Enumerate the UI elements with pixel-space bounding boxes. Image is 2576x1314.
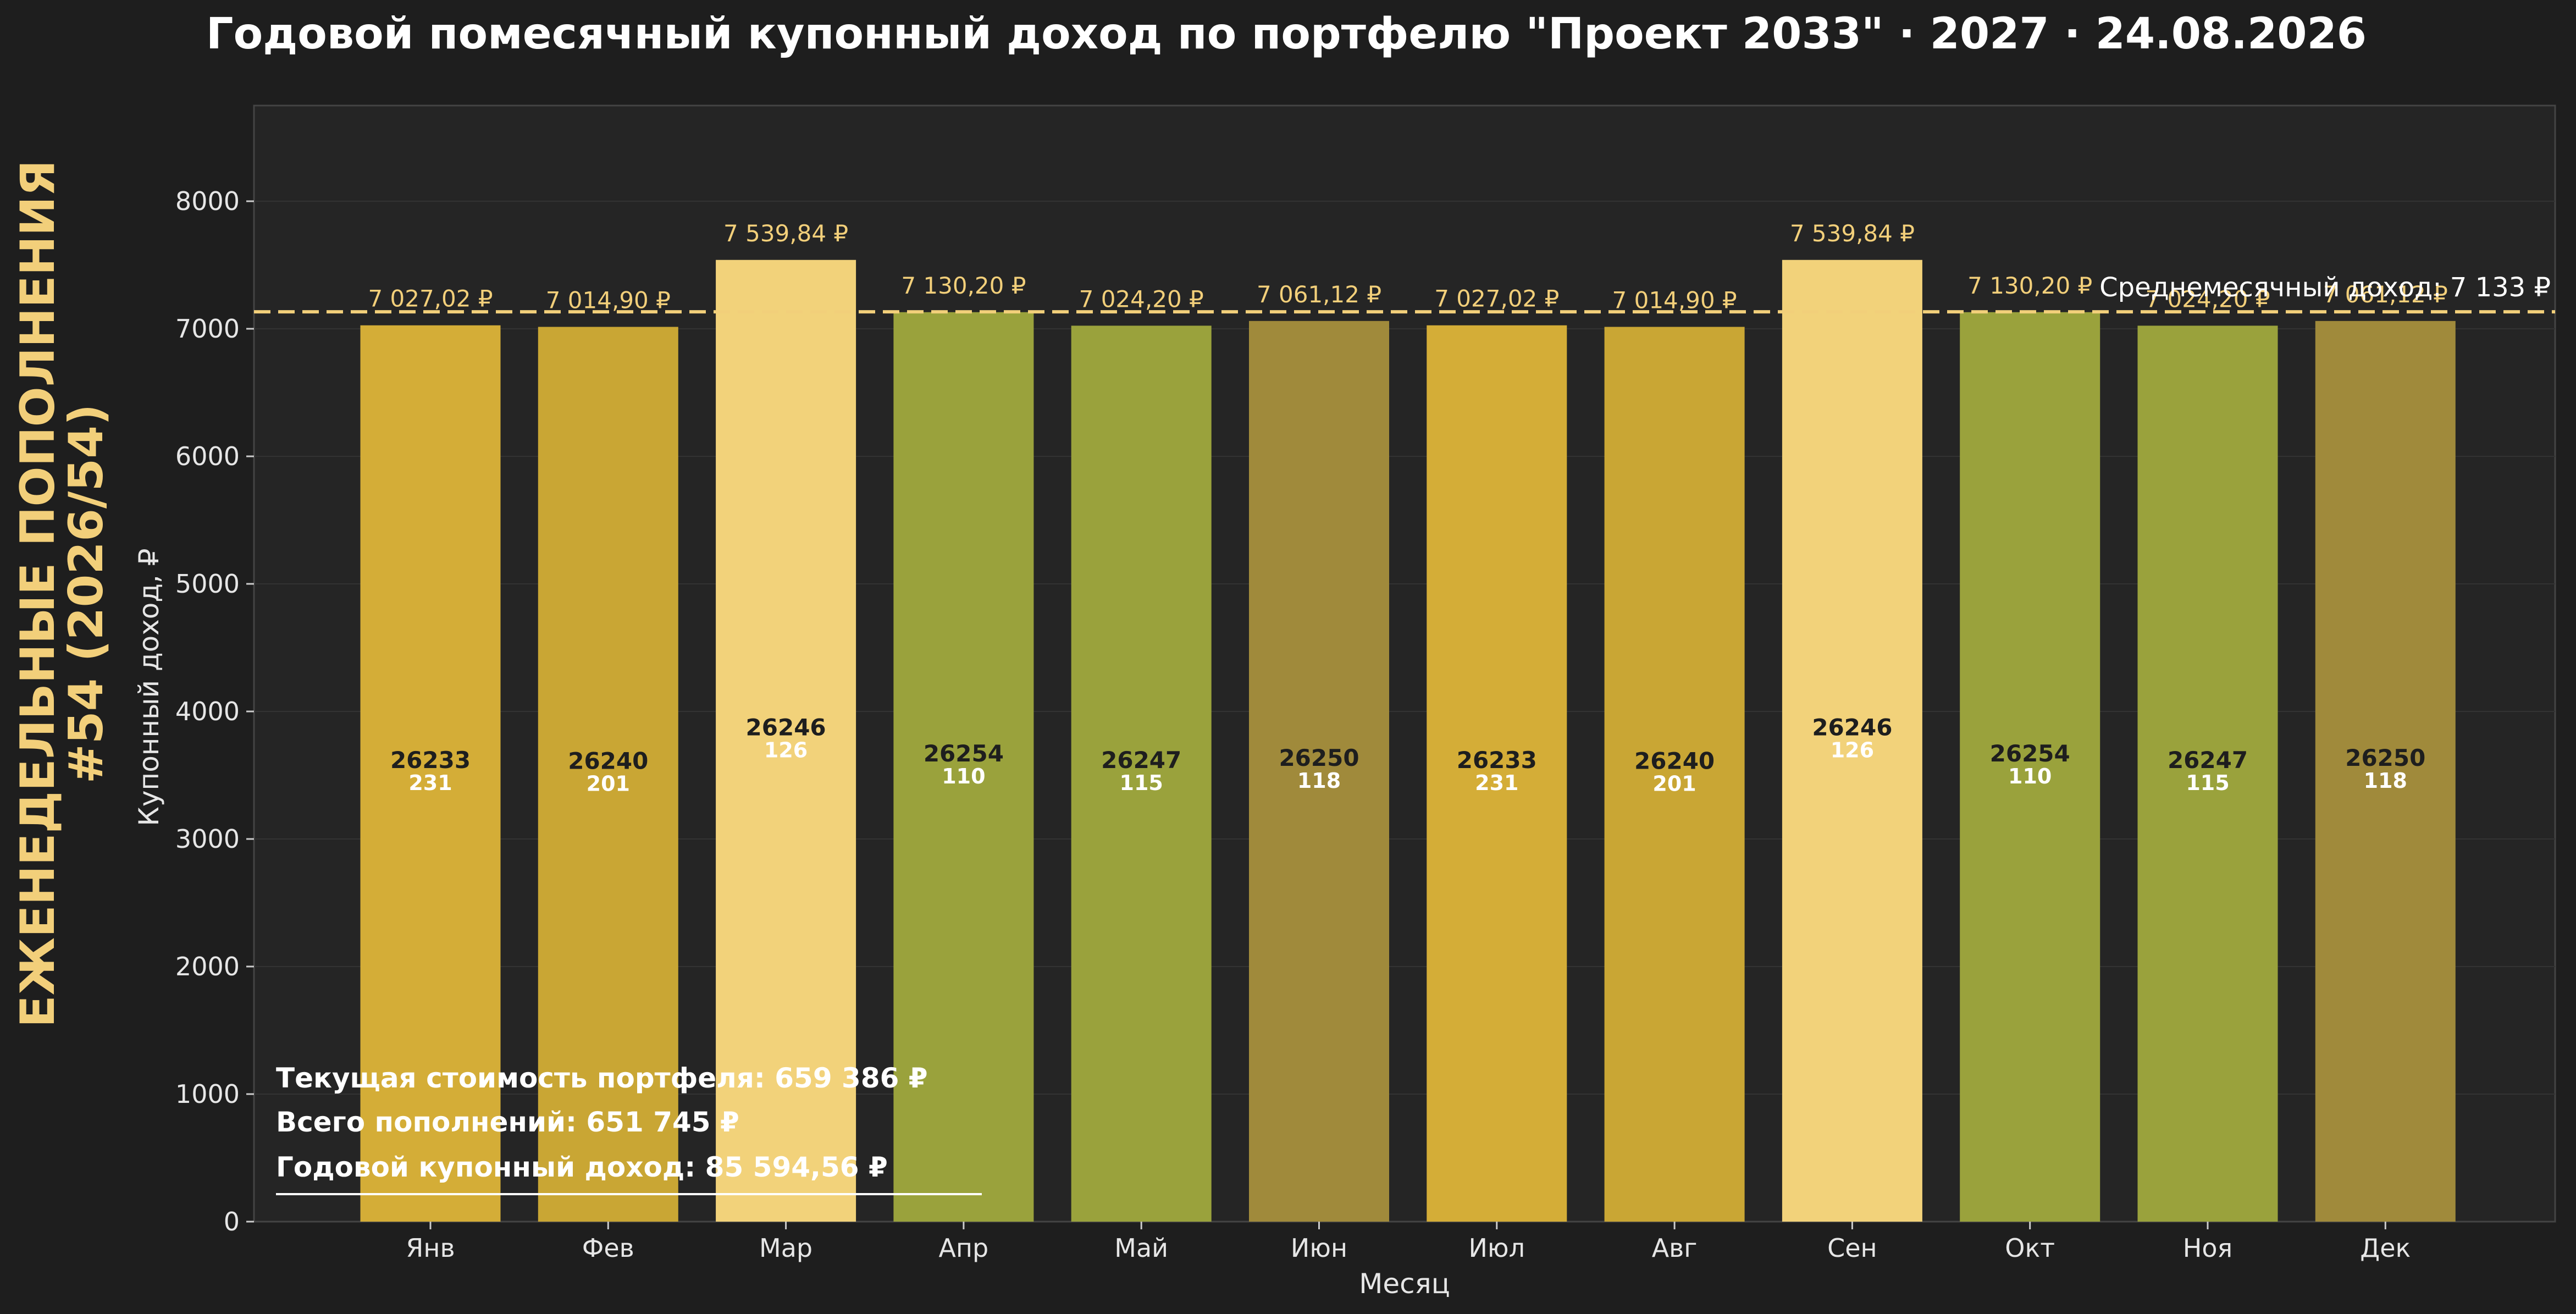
average-label: Среднемесячный доход: 7 133 ₽ bbox=[2099, 272, 2551, 303]
bar-Сен bbox=[1782, 260, 1922, 1222]
x-tick-label: Янв bbox=[406, 1233, 455, 1263]
bond-code-label: 26246 bbox=[1812, 714, 1892, 741]
average-line-group: Среднемесячный доход: 7 133 ₽ bbox=[254, 272, 2555, 314]
x-tick-label: Окт bbox=[2005, 1233, 2055, 1263]
bar-Фев bbox=[538, 327, 678, 1222]
bar-value-label: 7 024,20 ₽ bbox=[1079, 285, 1204, 312]
x-tick-label: Апр bbox=[939, 1233, 989, 1263]
x-axis-ticks: Янв Фев Мар Апр Май Июн Июл Авг Сен Окт Ноя Дек bbox=[406, 1222, 2411, 1263]
y-axis-ticks: 0 1000 2000 3000 4000 5000 6000 7000 8000 bbox=[175, 186, 254, 1236]
y-tick-label: 6000 bbox=[175, 441, 240, 471]
bar-value-label: 7 014,90 ₽ bbox=[1612, 287, 1737, 314]
bar-value-label: 7 027,02 ₽ bbox=[1434, 285, 1559, 312]
x-axis-label: Месяц bbox=[1359, 1268, 1450, 1300]
bar-Янв bbox=[360, 325, 501, 1222]
bond-count-label: 231 bbox=[1475, 771, 1518, 795]
bar-value-label: 7 539,84 ₽ bbox=[723, 220, 848, 247]
bar-value-label: 7 024,20 ₽ bbox=[2145, 285, 2270, 312]
bond-count-label: 126 bbox=[764, 738, 808, 762]
bar-value-label: 7 061,12 ₽ bbox=[1257, 281, 1381, 308]
bond-code-label: 26246 bbox=[746, 714, 826, 741]
x-tick-label: Сен bbox=[1827, 1233, 1877, 1263]
x-tick-label: Авг bbox=[1652, 1233, 1698, 1263]
y-tick-label: 3000 bbox=[175, 824, 240, 854]
bond-code-label: 26247 bbox=[2168, 747, 2248, 774]
annual-income-text: Годовой купонный доход: 85 594,56 ₽ bbox=[276, 1151, 888, 1183]
x-tick-label: Июн bbox=[1291, 1233, 1347, 1263]
bar-Апр bbox=[893, 312, 1034, 1222]
bond-count-label: 118 bbox=[2364, 769, 2407, 793]
bond-count-label: 110 bbox=[942, 764, 985, 788]
bar-value-label: 7 014,90 ₽ bbox=[546, 287, 671, 314]
x-tick-label: Ноя bbox=[2183, 1233, 2232, 1263]
bond-count-label: 115 bbox=[1120, 771, 1163, 795]
portfolio-value-text: Текущая стоимость портфеля: 659 386 ₽ bbox=[276, 1062, 928, 1094]
bond-code-label: 26240 bbox=[1634, 747, 1715, 774]
bond-code-label: 26254 bbox=[1990, 740, 2070, 767]
x-tick-label: Дек bbox=[2360, 1233, 2411, 1263]
bar-value-label: 7 027,02 ₽ bbox=[368, 285, 493, 312]
bar-Мар bbox=[716, 260, 856, 1222]
bond-code-label: 26240 bbox=[568, 747, 648, 774]
bond-code-label: 26250 bbox=[2345, 744, 2425, 771]
bar-value-label: 7 539,84 ₽ bbox=[1790, 220, 1915, 247]
bond-count-label: 126 bbox=[1831, 738, 1874, 762]
bond-count-label: 110 bbox=[2008, 764, 2052, 788]
y-tick-label: 4000 bbox=[175, 697, 240, 726]
x-tick-label: Фев bbox=[582, 1233, 634, 1263]
bond-count-label: 115 bbox=[2186, 771, 2229, 795]
y-tick-label: 5000 bbox=[175, 569, 240, 599]
x-tick-label: Май bbox=[1114, 1233, 1168, 1263]
bar-Июл bbox=[1427, 325, 1567, 1222]
bond-code-label: 26233 bbox=[1457, 747, 1537, 774]
y-axis-label: Купонный доход, ₽ bbox=[133, 548, 165, 826]
bar-Май bbox=[1071, 325, 1212, 1222]
side-label-line2: #54 (2026/54) bbox=[59, 404, 114, 784]
bar-Ноя bbox=[2137, 325, 2278, 1222]
bond-count-label: 118 bbox=[1297, 769, 1341, 793]
y-tick-label: 7000 bbox=[175, 314, 240, 344]
bond-count-label: 201 bbox=[1652, 771, 1696, 796]
bar-Дек bbox=[2315, 321, 2456, 1222]
bar-value-label: 7 061,12 ₽ bbox=[2323, 281, 2448, 308]
y-tick-label: 1000 bbox=[175, 1079, 240, 1109]
y-tick-label: 0 bbox=[224, 1207, 240, 1236]
bar-value-label: 7 130,20 ₽ bbox=[901, 272, 1026, 299]
bond-count-label: 231 bbox=[408, 771, 452, 795]
bar-Окт bbox=[1960, 312, 2100, 1222]
chart-title: Годовой помесячный купонный доход по пор… bbox=[206, 9, 2367, 59]
bar-Июн bbox=[1249, 321, 1389, 1222]
side-label-line1: ЕЖЕНЕДЕЛЬНЫЕ ПОПОЛНЕНИЯ bbox=[10, 160, 65, 1028]
x-tick-label: Июл bbox=[1469, 1233, 1525, 1263]
y-tick-label: 8000 bbox=[175, 186, 240, 216]
bond-code-label: 26233 bbox=[390, 747, 471, 774]
y-tick-label: 2000 bbox=[175, 952, 240, 981]
bond-count-label: 201 bbox=[587, 771, 630, 796]
total-deposits-text: Всего пополнений: 651 745 ₽ bbox=[276, 1106, 739, 1138]
bond-code-label: 26250 bbox=[1279, 744, 1359, 771]
bond-code-label: 26254 bbox=[924, 740, 1004, 767]
bar-Авг bbox=[1604, 327, 1745, 1222]
x-tick-label: Мар bbox=[759, 1233, 812, 1263]
bond-code-label: 26247 bbox=[1101, 747, 1181, 774]
bar-value-label: 7 130,20 ₽ bbox=[1967, 272, 2092, 299]
